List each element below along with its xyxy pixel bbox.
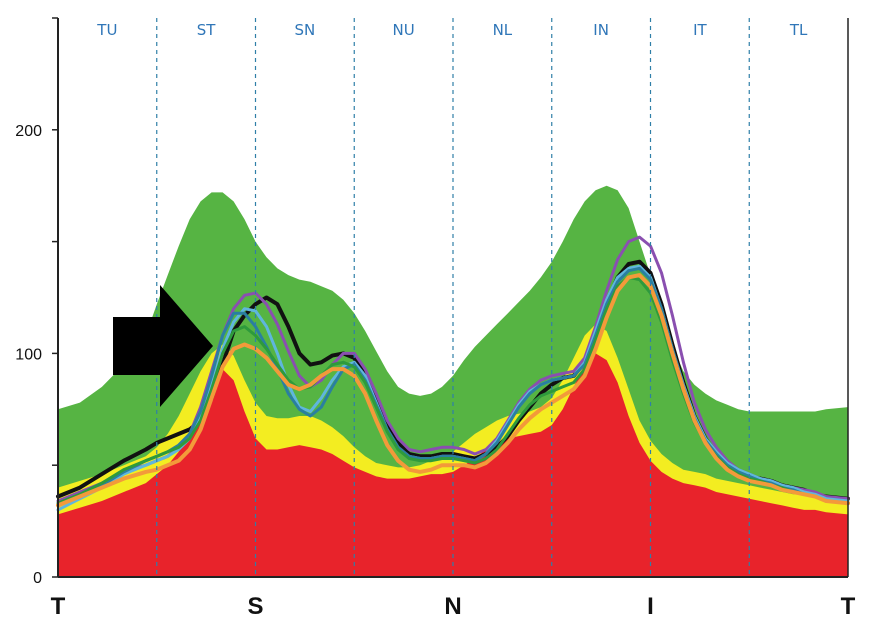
x-tick-label: T xyxy=(51,593,66,620)
sector-label: TU xyxy=(96,21,117,39)
y-tick-label: 100 xyxy=(15,346,42,363)
sector-label: ST xyxy=(197,21,217,39)
pointer-arrow-icon xyxy=(113,285,213,407)
x-tick-label: N xyxy=(444,593,461,620)
sector-label: IN xyxy=(593,21,609,39)
sector-label: IT xyxy=(693,21,707,39)
sector-label: NL xyxy=(493,21,513,39)
measurement-lines xyxy=(56,235,850,512)
axes xyxy=(57,18,849,578)
y-tick-label: 200 xyxy=(15,123,42,140)
sector-label: TL xyxy=(789,21,808,39)
sector-dividers xyxy=(156,18,750,577)
y-ticks: 0 100 200 xyxy=(15,17,58,587)
sector-label: NU xyxy=(393,21,415,39)
band-0 xyxy=(58,353,848,577)
sector-labels: TU ST SN NU NL IN IT TL xyxy=(96,21,808,39)
x-tick-label: T xyxy=(841,593,856,620)
y-tick-label: 0 xyxy=(33,570,42,587)
series-line-orange xyxy=(56,273,850,508)
x-tick-label: S xyxy=(247,593,263,620)
sector-label: SN xyxy=(295,21,316,39)
x-tick-label: I xyxy=(647,593,654,620)
